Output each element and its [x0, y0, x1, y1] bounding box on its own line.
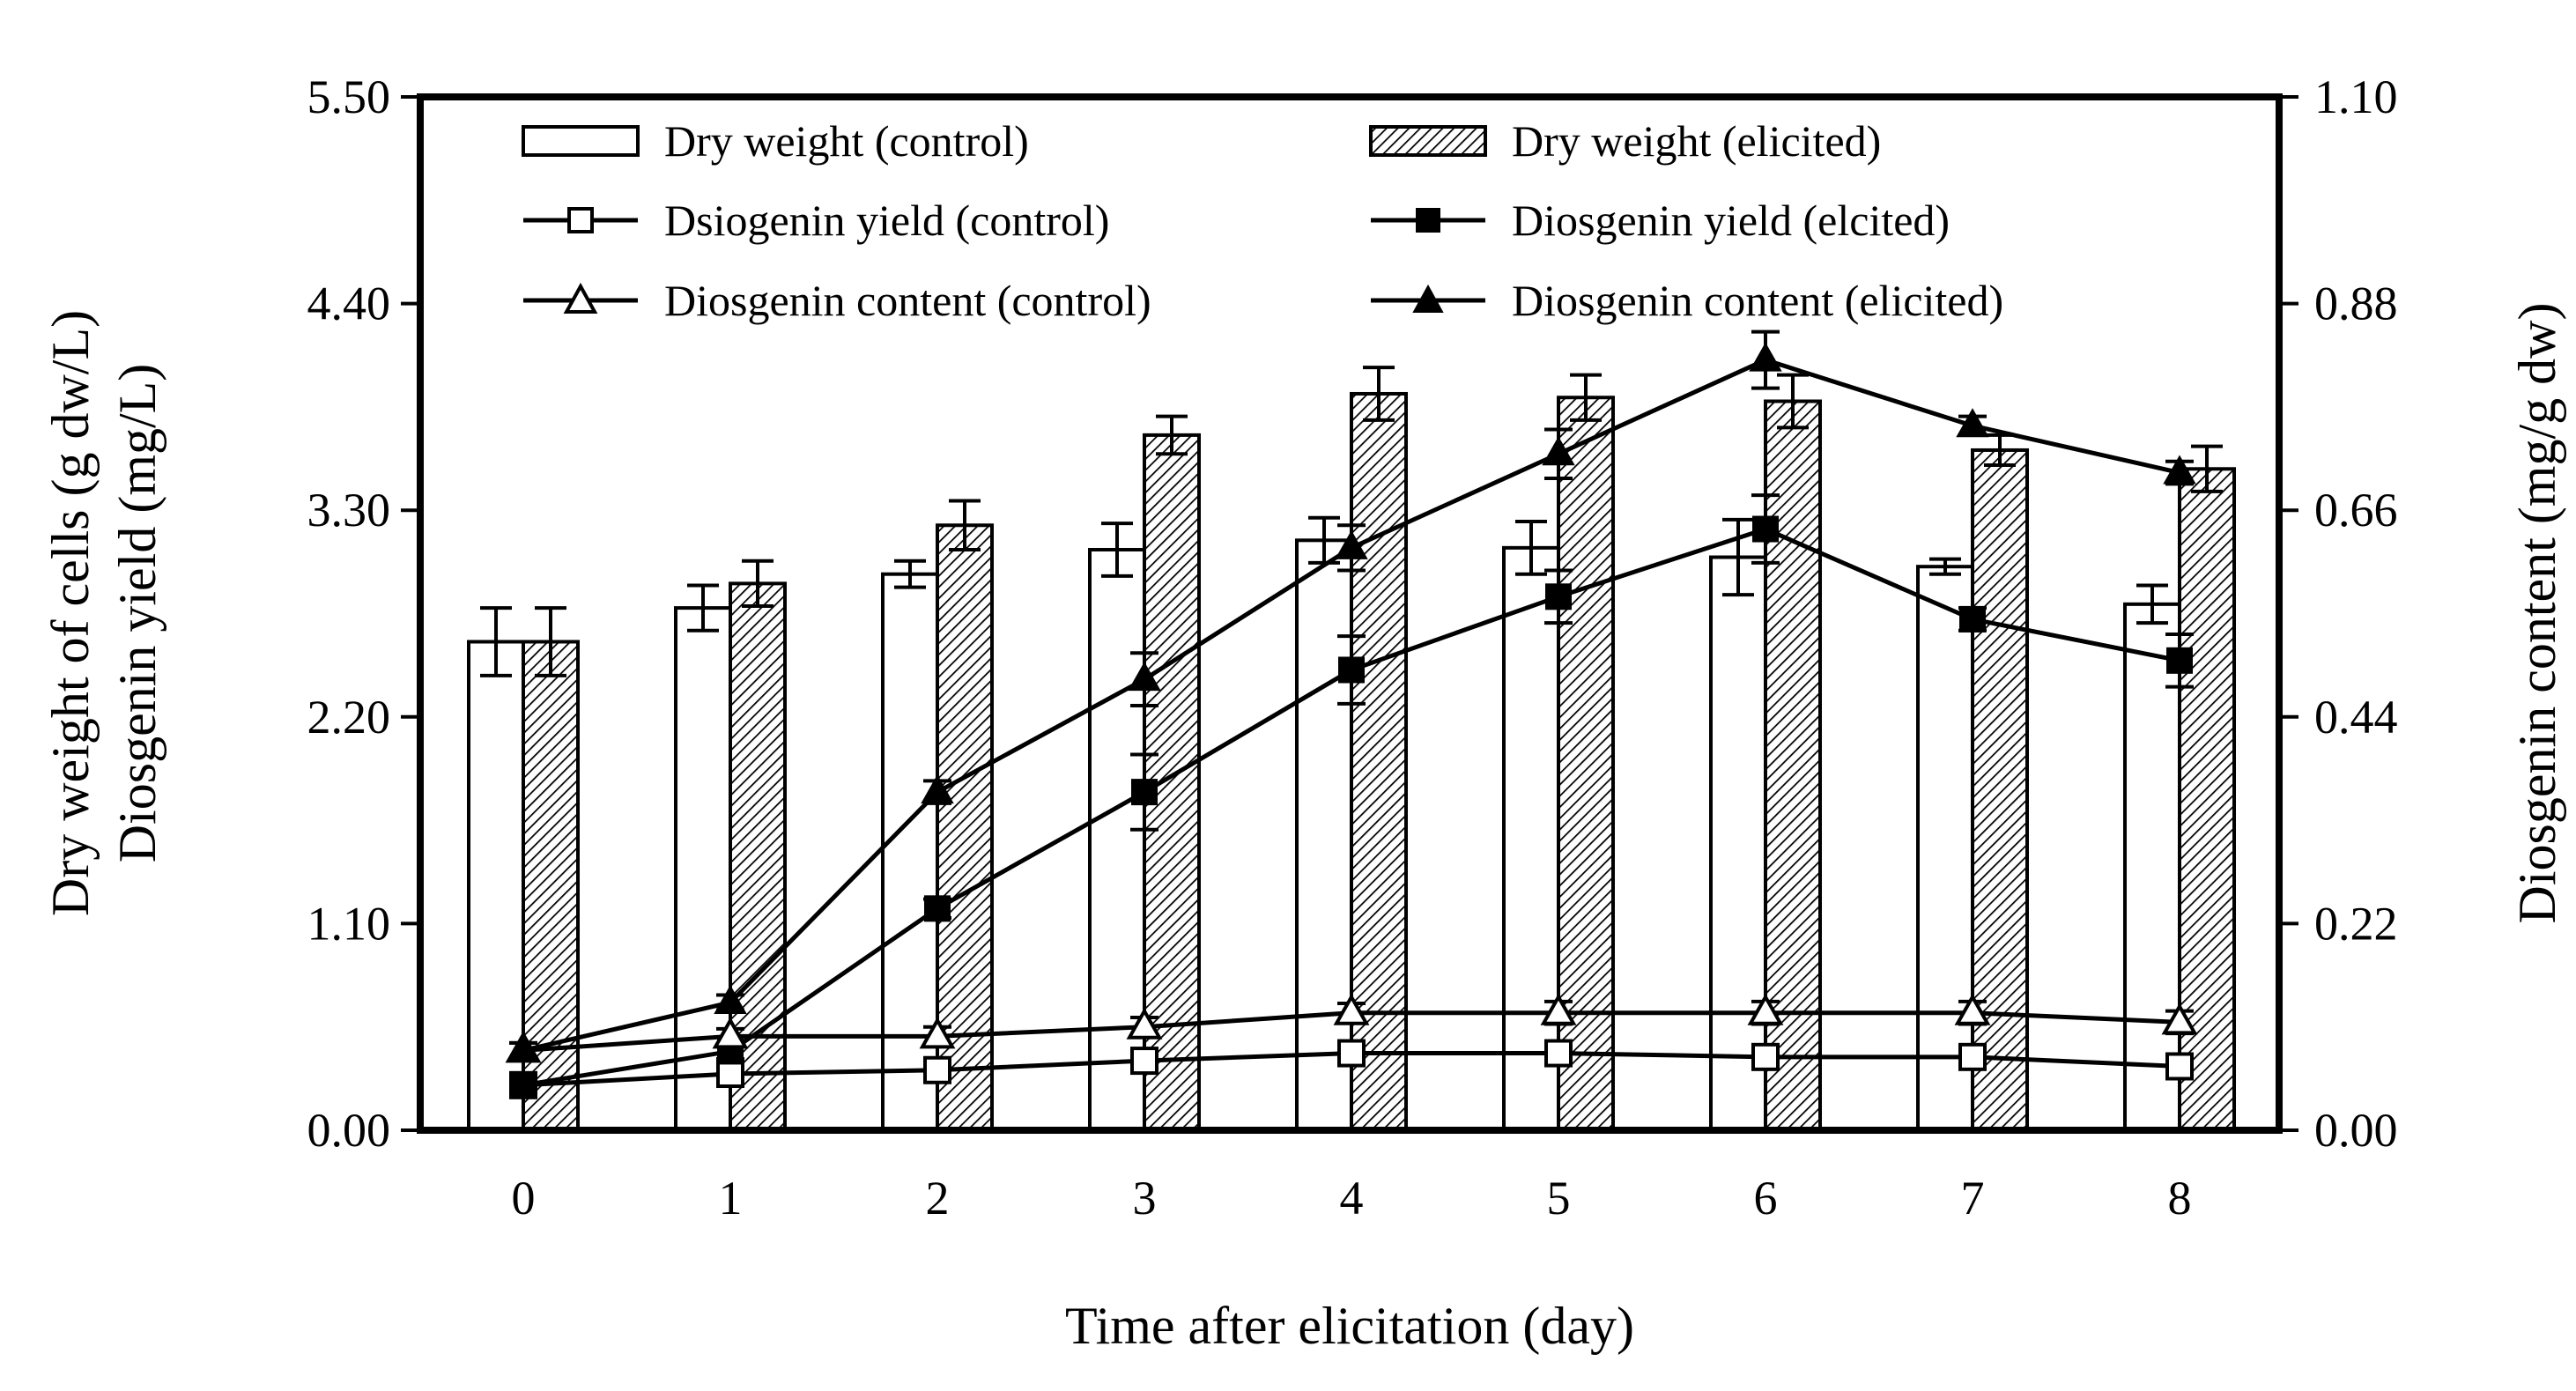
bar-dry-weight-elicited [1971, 448, 2029, 1133]
bar-dry-weight-elicited [729, 581, 787, 1132]
marker-yield-elicited [510, 1071, 537, 1099]
marker-yield-control [1337, 1039, 1366, 1068]
legend-entry-content-elicited: Diosgenin content (elicited) [1371, 276, 2003, 325]
marker-content-elicited [507, 1032, 540, 1062]
x-tick-label: 3 [1133, 1172, 1157, 1225]
y-left-tick-label: 1.10 [307, 897, 391, 950]
y-right-tick-label: 0.44 [2314, 691, 2398, 744]
legend: Dry weight (control) Dry weight (elicite… [522, 116, 2003, 325]
y-right-tick-label: 0.88 [2314, 277, 2398, 330]
x-tick-label: 2 [926, 1172, 950, 1225]
marker-yield-elicited [1752, 515, 1779, 543]
bar-dry-weight-control [1502, 545, 1560, 1132]
marker-yield-elicited [1545, 583, 1572, 610]
legend-label: Diosgenin yield (elcited) [1512, 196, 1950, 245]
marker-content-elicited [1749, 342, 1782, 372]
legend-marker-triangle-filled [1412, 284, 1444, 313]
legend-label: Diosgenin content (elicited) [1512, 276, 2003, 325]
left-axis-title-line2: Diosgenin yield (mg/L) [108, 364, 167, 863]
marker-content-elicited [1128, 662, 1161, 692]
marker-yield-control [1751, 1042, 1780, 1071]
x-tick-label: 7 [1961, 1172, 1985, 1225]
y-left-tick-label: 3.30 [307, 484, 391, 536]
y-left-tick-label: 0.00 [307, 1104, 391, 1157]
marker-content-elicited [2163, 455, 2196, 485]
marker-content-control [712, 1017, 749, 1049]
bar-dry-weight-control [1088, 547, 1146, 1132]
markers-layer [505, 342, 2198, 1099]
marker-content-control [1333, 993, 1370, 1025]
bar-dry-weight-control [2123, 602, 2181, 1132]
marker-yield-control [716, 1060, 744, 1089]
marker-yield-elicited [1131, 779, 1158, 806]
marker-content-control [919, 1017, 956, 1049]
y-right-tick-label: 0.00 [2314, 1104, 2398, 1157]
left-axis-title-line1: Dry weight of cells (g dw/L) [41, 310, 100, 916]
marker-content-elicited [1956, 408, 1989, 438]
bar-dry-weight-control [467, 640, 525, 1132]
marker-yield-elicited [1959, 605, 1986, 633]
marker-content-control [1954, 993, 1991, 1025]
y-left-tick-label: 2.20 [307, 691, 391, 744]
marker-yield-elicited [1338, 656, 1365, 684]
legend-swatch-hatched-bar [1369, 125, 1487, 157]
marker-content-control [1747, 993, 1784, 1025]
legend-marker-square-open [567, 207, 594, 233]
x-tick-label: 4 [1340, 1172, 1364, 1225]
y-right-tick-label: 0.66 [2314, 484, 2398, 536]
bar-dry-weight-elicited [936, 523, 994, 1132]
axes-layer: 0.00 1.10 2.20 3.30 4.40 5.50 0.00 0.22 0.44 0.66… [307, 70, 2398, 1225]
y-right-tick-label: 1.10 [2314, 70, 2398, 123]
legend-label: Diosgenin content (control) [664, 276, 1151, 325]
legend-entry-yield-control: Dsiogenin yield (control) [523, 196, 1109, 245]
legend-entry-dry-weight-elicited: Dry weight (elicited) [1369, 116, 1881, 166]
legend-marker-square-filled [1416, 208, 1440, 233]
legend-entry-content-control: Diosgenin content (control) [523, 276, 1151, 325]
marker-content-elicited [921, 774, 954, 804]
marker-content-elicited [714, 984, 747, 1014]
legend-entry-yield-elicited: Diosgenin yield (elcited) [1371, 196, 1950, 245]
x-tick-label: 0 [512, 1172, 536, 1225]
x-tick-label: 6 [1754, 1172, 1778, 1225]
y-left-tick-label: 4.40 [307, 277, 391, 330]
x-tick-label: 5 [1547, 1172, 1571, 1225]
marker-yield-control [2165, 1052, 2194, 1081]
legend-swatch-white-bar [522, 125, 640, 157]
marker-yield-control [1958, 1042, 1987, 1071]
y-right-tick-label: 0.22 [2314, 897, 2398, 950]
legend-marker-triangle-open [563, 282, 598, 314]
marker-yield-control [923, 1055, 951, 1084]
legend-label: Dry weight (control) [664, 116, 1029, 166]
marker-content-control [1540, 993, 1577, 1025]
marker-yield-control [1130, 1047, 1158, 1076]
marker-content-elicited [1335, 529, 1368, 559]
x-axis-title: Time after elicitation (day) [1065, 1297, 1634, 1355]
plot-frame [417, 93, 2283, 1134]
marker-yield-control [1544, 1039, 1573, 1068]
right-axis-title: Diosgenin content (mg/g dw) [2508, 303, 2566, 924]
marker-content-elicited [1542, 436, 1575, 466]
y-left-tick-label: 5.50 [307, 70, 391, 123]
legend-entry-dry-weight-control: Dry weight (control) [522, 116, 1029, 166]
legend-label: Dsiogenin yield (control) [664, 196, 1109, 245]
marker-yield-elicited [2166, 647, 2193, 674]
legend-label: Dry weight (elicited) [1512, 116, 1881, 166]
marker-content-control [1126, 1007, 1163, 1040]
x-tick-label: 8 [2168, 1172, 2192, 1225]
x-tick-label: 1 [719, 1172, 743, 1225]
marker-yield-elicited [924, 895, 951, 922]
bar-dry-weight-control [1916, 565, 1974, 1132]
marker-content-control [2161, 1003, 2198, 1035]
